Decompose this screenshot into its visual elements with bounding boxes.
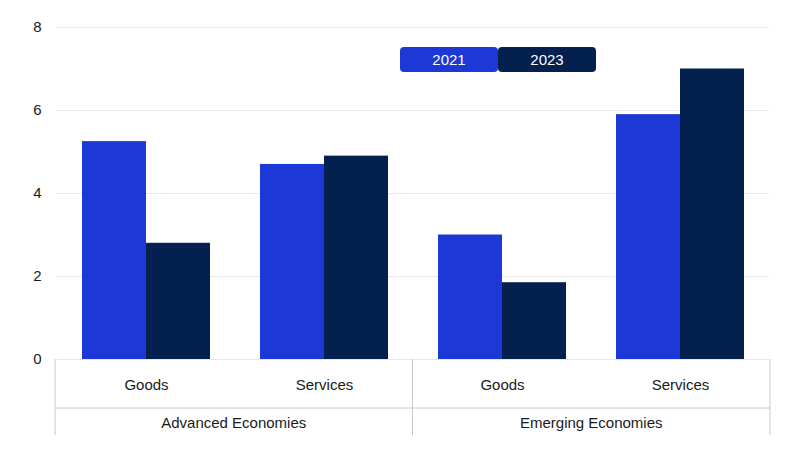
- svg-text:2023: 2023: [530, 51, 563, 68]
- svg-text:Advanced Economies: Advanced Economies: [161, 414, 306, 431]
- svg-text:2021: 2021: [432, 51, 465, 68]
- svg-text:Emerging Economies: Emerging Economies: [520, 414, 663, 431]
- svg-text:0: 0: [33, 350, 41, 367]
- svg-text:Services: Services: [652, 376, 710, 393]
- svg-text:6: 6: [33, 101, 41, 118]
- svg-text:Goods: Goods: [480, 376, 524, 393]
- svg-text:4: 4: [33, 184, 41, 201]
- svg-text:8: 8: [33, 18, 41, 35]
- svg-text:2: 2: [33, 267, 41, 284]
- svg-text:Goods: Goods: [124, 376, 168, 393]
- svg-text:Services: Services: [296, 376, 354, 393]
